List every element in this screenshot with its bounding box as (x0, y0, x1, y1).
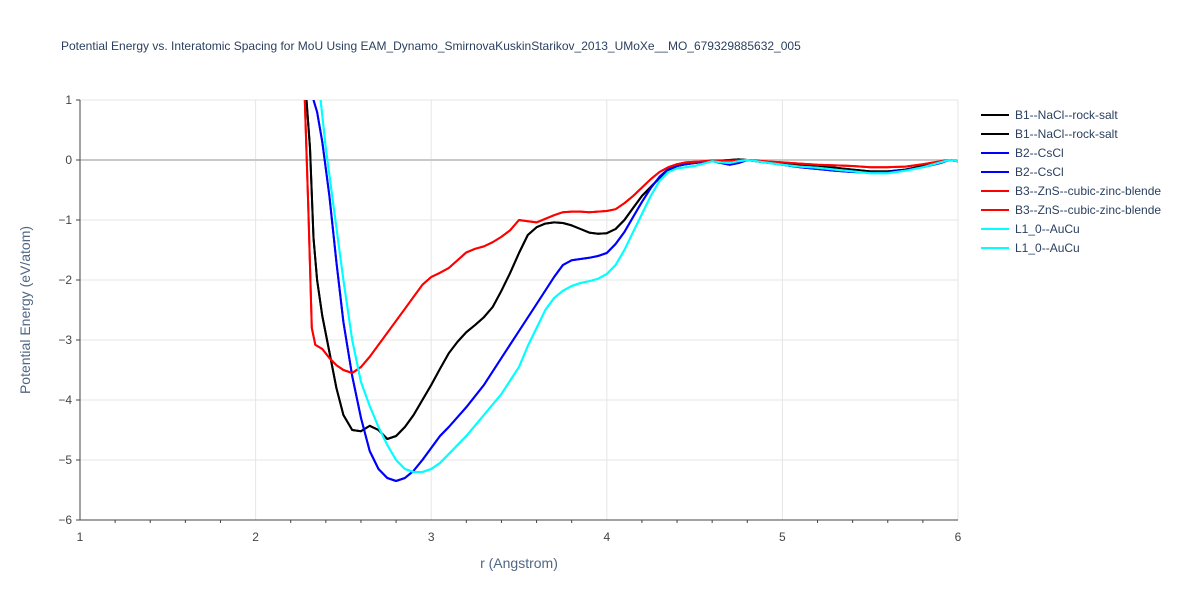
legend-label: L1_0--AuCu (1015, 241, 1080, 255)
x-axis-label: r (Angstrom) (480, 555, 558, 571)
y-tick-label: 0 (65, 153, 72, 167)
legend-item[interactable]: L1_0--AuCu (981, 241, 1080, 255)
x-tick-label: 1 (77, 530, 84, 544)
x-tick-label: 2 (252, 530, 259, 544)
legend-item[interactable]: B1--NaCl--rock-salt (981, 108, 1118, 122)
legend-label: B2--CsCl (1015, 165, 1064, 179)
y-tick-label: −1 (58, 213, 72, 227)
legend[interactable]: B1--NaCl--rock-salt B1--NaCl--rock-salt B2… (981, 108, 1161, 255)
series-line-1 (305, 100, 958, 440)
y-tick-label: −6 (58, 513, 72, 527)
legend-item[interactable]: B1--NaCl--rock-salt (981, 127, 1118, 141)
legend-label: B3--ZnS--cubic-zinc-blende (1015, 203, 1161, 217)
series-line-7 (319, 100, 958, 473)
legend-item[interactable]: B3--ZnS--cubic-zinc-blende (981, 184, 1161, 198)
y-tick-label: −4 (58, 393, 72, 407)
series-line-5 (303, 100, 958, 374)
legend-label: B2--CsCl (1015, 146, 1064, 160)
x-tick-label: 4 (603, 530, 610, 544)
y-axis-label: Potential Energy (eV/atom) (17, 226, 33, 394)
series-line-6 (319, 100, 958, 473)
grid-lines (80, 99, 959, 520)
legend-label: B1--NaCl--rock-salt (1015, 127, 1118, 141)
y-tick-label: −5 (58, 453, 72, 467)
series-lines (303, 100, 958, 482)
x-tick-label: 3 (428, 530, 435, 544)
legend-item[interactable]: B2--CsCl (981, 146, 1064, 160)
legend-label: L1_0--AuCu (1015, 222, 1080, 236)
x-tick-label: 5 (779, 530, 786, 544)
chart-title: Potential Energy vs. Interatomic Spacing… (61, 39, 801, 53)
y-tick-label: −2 (58, 273, 72, 287)
legend-label: B3--ZnS--cubic-zinc-blende (1015, 184, 1161, 198)
x-tick-label: 6 (955, 530, 962, 544)
legend-label: B1--NaCl--rock-salt (1015, 108, 1118, 122)
legend-item[interactable]: B2--CsCl (981, 165, 1064, 179)
legend-item[interactable]: L1_0--AuCu (981, 222, 1080, 236)
legend-item[interactable]: B3--ZnS--cubic-zinc-blende (981, 203, 1161, 217)
axis-ticks: 1 2 3 4 5 6 −6 −5 −4 −3 −2 −1 0 1 (58, 93, 961, 544)
y-tick-label: −3 (58, 333, 72, 347)
y-tick-label: 1 (65, 93, 72, 107)
series-line-0 (305, 100, 958, 440)
series-line-2 (312, 100, 958, 482)
series-line-3 (312, 100, 958, 482)
